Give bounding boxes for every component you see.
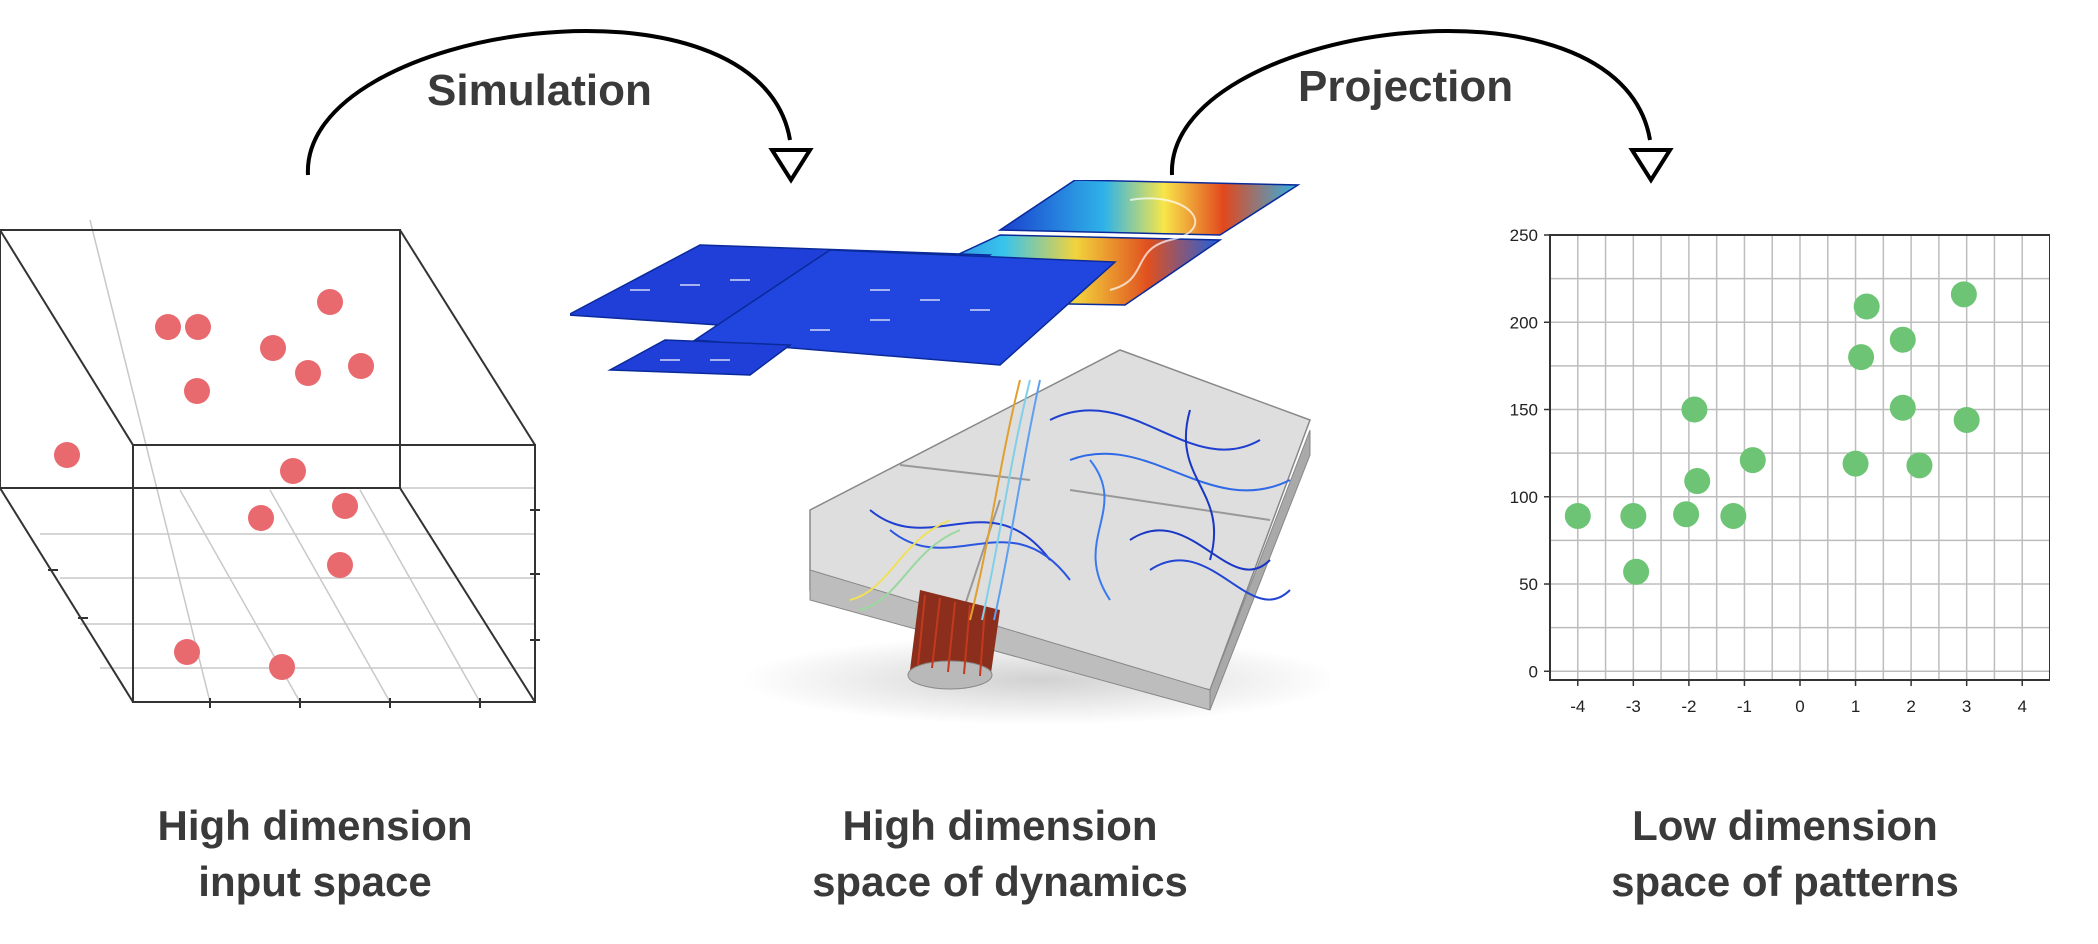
flow-simulation-illustration [570, 180, 1330, 725]
input-point [327, 552, 353, 578]
y-tick-label: 50 [1519, 575, 1538, 594]
x-tick-label: 2 [1906, 697, 1915, 716]
caption-input-space: High dimension input space [115, 798, 515, 910]
caption-dynamics-line2: space of dynamics [812, 858, 1188, 905]
projection-arrow [1169, 29, 1652, 176]
caption-input-line1: High dimension [157, 802, 473, 849]
scatter-point [1906, 452, 1933, 479]
scatter-point [1564, 502, 1591, 529]
y-tick-label: 250 [1510, 226, 1538, 245]
scatter-point [1739, 447, 1766, 474]
caption-dynamics-space: High dimension space of dynamics [790, 798, 1210, 910]
streamlines [849, 379, 1291, 621]
y-tick-label: 150 [1510, 401, 1538, 420]
projection-label: Projection [1298, 62, 1514, 111]
input-point [54, 442, 80, 468]
box-ticks [48, 509, 540, 708]
scatter-point [1681, 396, 1708, 423]
x-tick-label: -1 [1737, 697, 1752, 716]
scatter-point [1889, 326, 1916, 353]
chart-axes [1544, 234, 2050, 686]
x-tick-label: -4 [1570, 697, 1585, 716]
scatter-point [1720, 502, 1747, 529]
x-tick-label: 3 [1962, 697, 1971, 716]
chart-grid [1549, 234, 2050, 680]
caption-pattern-space: Low dimension space of patterns [1585, 798, 1985, 910]
pattern-points [1564, 281, 1980, 585]
input-point [174, 639, 200, 665]
box-edges [0, 229, 536, 703]
caption-input-line2: input space [198, 858, 432, 905]
scatter-point [1684, 468, 1711, 495]
input-point [185, 314, 211, 340]
input-point [248, 505, 274, 531]
simulation-arrow [305, 29, 792, 176]
caption-pattern-line1: Low dimension [1632, 802, 1938, 849]
scatter-point [1842, 450, 1869, 477]
scatter-point [1673, 501, 1700, 528]
scatter-point [1950, 281, 1977, 308]
scatter-point [1853, 293, 1880, 320]
input-point [155, 314, 181, 340]
scatter-point [1623, 558, 1650, 585]
input-point [295, 360, 321, 386]
x-tick-label: 0 [1795, 697, 1804, 716]
x-tick-label: 4 [2017, 697, 2026, 716]
input-point [280, 458, 306, 484]
pattern-scatter-chart: 0 50 100 150 200 250 -4 -3 -2 -1 0 1 2 3 4 [1510, 226, 2050, 716]
caption-pattern-line2: space of patterns [1611, 858, 1959, 905]
input-point [348, 353, 374, 379]
input-point [269, 654, 295, 680]
outlet-channel [907, 590, 1000, 690]
input-point [332, 493, 358, 519]
input-points [54, 289, 374, 680]
y-tick-label: 0 [1529, 662, 1538, 681]
input-point [260, 335, 286, 361]
scatter-point [1620, 502, 1647, 529]
x-tick-label: -2 [1681, 697, 1696, 716]
x-tick-label: -3 [1626, 697, 1641, 716]
simulation-label: Simulation [427, 66, 652, 115]
scatter-point [1848, 344, 1875, 371]
box-grid [20, 220, 535, 703]
input-point [317, 289, 343, 315]
y-tick-labels: 0 50 100 150 200 250 [1510, 226, 1538, 681]
velocity-slab [570, 244, 1117, 376]
scatter-point [1953, 406, 1980, 433]
caption-dynamics-line1: High dimension [842, 802, 1158, 849]
x-tick-labels: -4 -3 -2 -1 0 1 2 3 4 [1570, 697, 2027, 716]
x-tick-label: 1 [1851, 697, 1860, 716]
projection-arrowhead-icon [1628, 148, 1674, 184]
input-space-3d-plot [0, 220, 540, 708]
y-tick-label: 100 [1510, 488, 1538, 507]
simulation-arrowhead-icon [768, 148, 814, 184]
y-tick-label: 200 [1510, 313, 1538, 332]
scatter-point [1889, 394, 1916, 421]
input-point [184, 378, 210, 404]
